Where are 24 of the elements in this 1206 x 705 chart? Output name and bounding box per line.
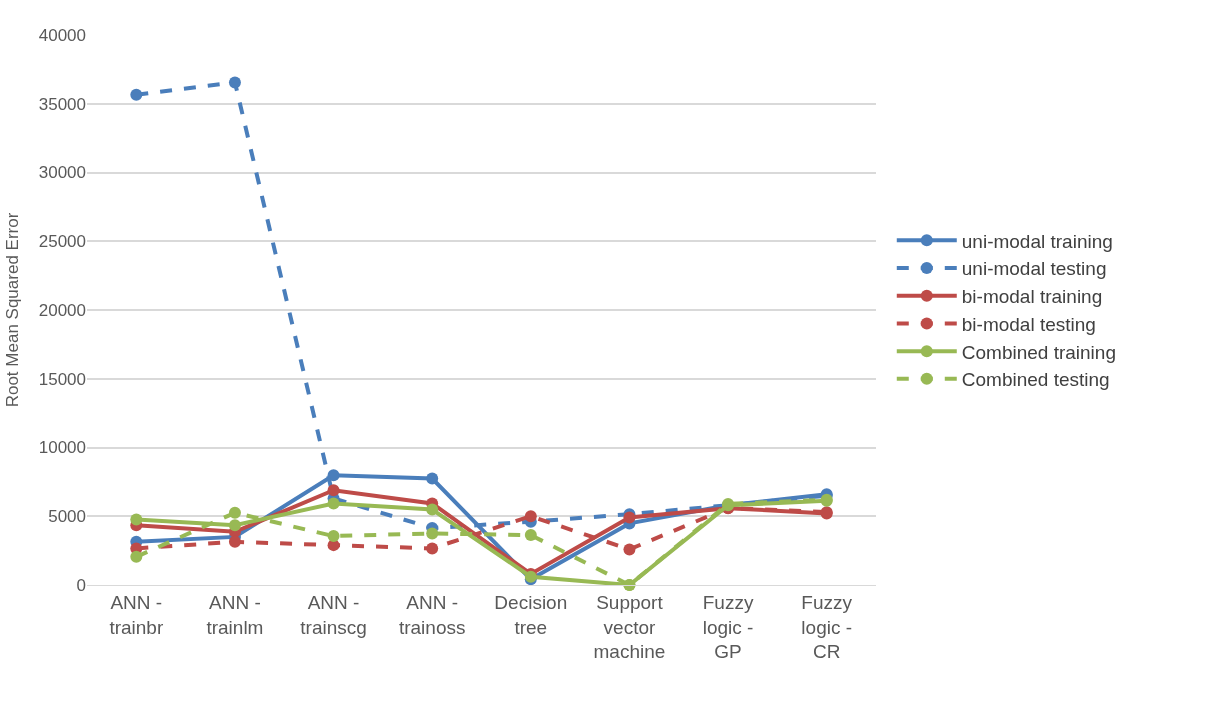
legend-label: bi-modal training — [961, 286, 1103, 308]
y-tick-label: 0 — [76, 575, 86, 595]
y-tick-label: 25000 — [38, 232, 86, 252]
x-tick-label: ANN - trainscg — [300, 591, 367, 638]
x-tick-label: Decision tree — [494, 591, 568, 638]
y-tick-label: 30000 — [38, 163, 86, 183]
legend-label: uni-modal training — [961, 230, 1113, 252]
y-tick-label: 10000 — [38, 438, 86, 458]
y-tick-label: 20000 — [38, 300, 86, 320]
x-tick-label: ANN - trainbr — [109, 591, 164, 638]
x-tick-label: Fuzzy logic - CR — [801, 591, 853, 663]
y-tick-label: 35000 — [38, 94, 86, 114]
y-tick-label: 5000 — [48, 507, 86, 527]
legend-label: Combined training — [961, 341, 1116, 363]
y-tick-label: 15000 — [38, 369, 86, 389]
x-tick-label: ANN - trainoss — [398, 591, 466, 638]
y-axis-title: Root Mean Squared Error — [3, 212, 23, 408]
y-tick-label: 40000 — [38, 25, 86, 45]
x-tick-label: Support vector machine — [593, 591, 666, 663]
x-tick-label: ANN - trainlm — [206, 591, 264, 638]
legend-label: bi-modal testing — [961, 313, 1096, 335]
x-tick-label: Fuzzy logic - GP — [702, 591, 754, 663]
legend-label: uni-modal testing — [961, 258, 1107, 280]
legend-label: Combined testing — [961, 369, 1110, 391]
